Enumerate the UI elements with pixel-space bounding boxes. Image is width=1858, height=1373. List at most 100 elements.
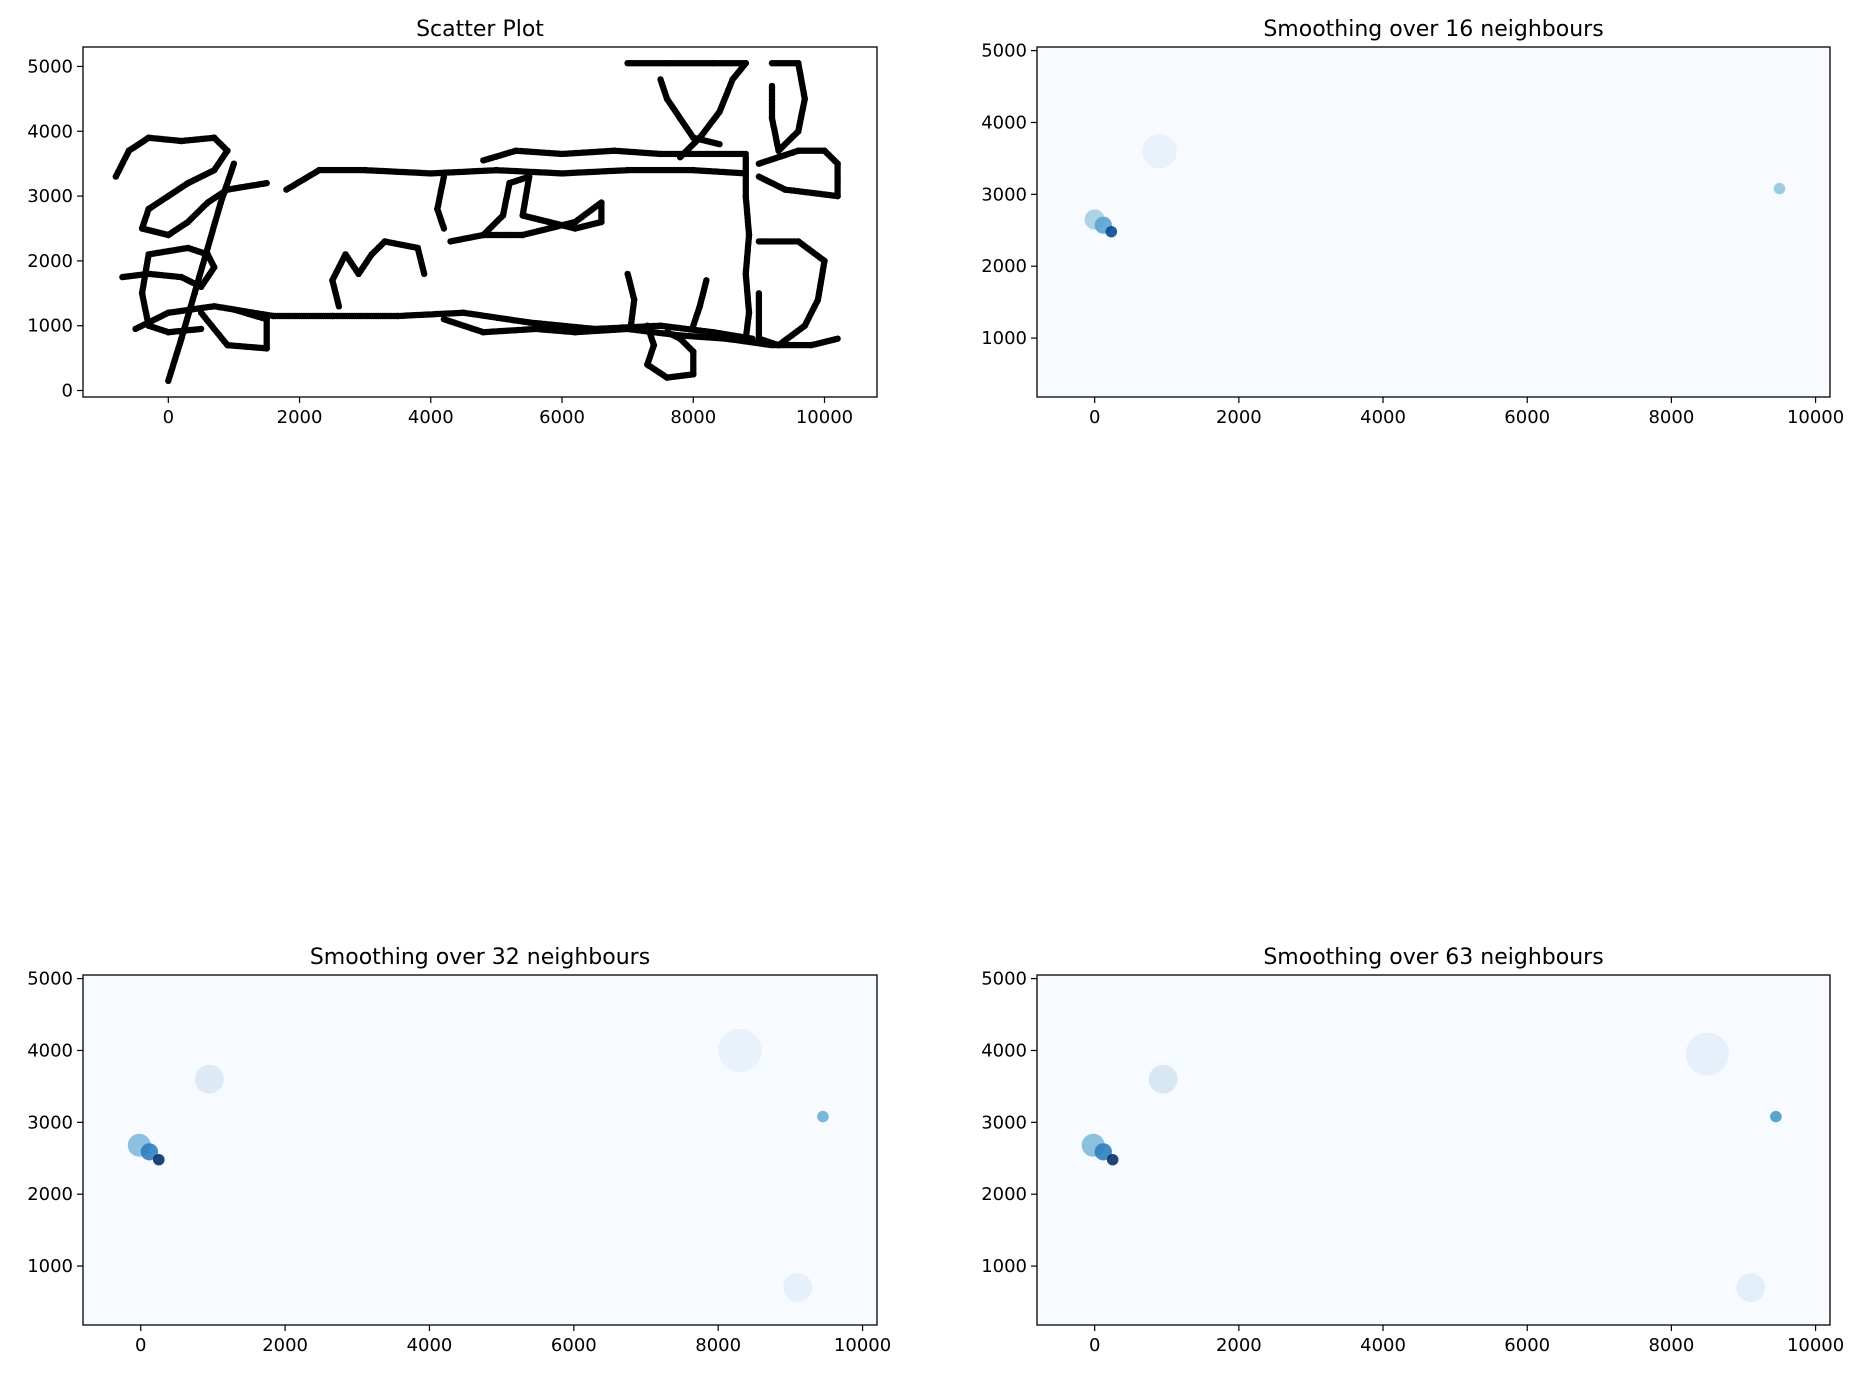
- y-tick-label: 1000: [981, 328, 1027, 349]
- x-tick-label: 2000: [262, 1335, 308, 1356]
- scatter-path-bottom-loop: [644, 322, 697, 381]
- scatter-path-center-box: [447, 173, 605, 245]
- heatmap-hotspot-7: [1736, 1273, 1766, 1302]
- x-tick-label: 10000: [796, 407, 853, 428]
- scatter-point: [421, 270, 428, 278]
- scatter-path-right-loop: [755, 147, 841, 200]
- scatter-path-mid-stub-2: [624, 270, 638, 329]
- y-tick-label: 5000: [981, 41, 1027, 62]
- axes-frame: [82, 974, 878, 1326]
- x-tick-label: 8000: [695, 1335, 741, 1356]
- scatter-point: [690, 322, 697, 329]
- scatter-path-right-stub: [690, 277, 710, 329]
- axes-frame: [1036, 46, 1831, 398]
- y-tick-label: 3000: [27, 1112, 73, 1133]
- plot-background: [1037, 47, 1830, 397]
- heatmap-hotspot-7: [783, 1273, 812, 1302]
- y-tick-label: 1000: [27, 316, 73, 337]
- y-tick-label: 4000: [27, 121, 73, 142]
- plot-background: [1037, 975, 1830, 1325]
- x-tick-label: 8000: [1648, 407, 1694, 428]
- scatter-path-diagonal: [165, 160, 238, 384]
- x-tick-label: 2000: [277, 407, 323, 428]
- scatter-point: [197, 325, 205, 333]
- x-tick-label: 2000: [1216, 1335, 1262, 1356]
- y-tick-label: 0: [62, 381, 73, 402]
- y-tick-label: 4000: [27, 1040, 73, 1061]
- x-tick-label: 4000: [408, 407, 454, 428]
- scatter-path-lower-corridor-2: [440, 316, 841, 349]
- x-tick-label: 2000: [1216, 407, 1262, 428]
- scatter-point: [663, 329, 671, 336]
- axes-frame: [82, 46, 878, 398]
- x-tick-label: 0: [163, 407, 174, 428]
- heatmap-hotspot-5: [1148, 1064, 1178, 1094]
- heatmap-hotspot-5: [194, 1064, 224, 1094]
- x-tick-label: 0: [1089, 407, 1100, 428]
- y-tick-label: 3000: [981, 184, 1027, 205]
- plot-content: [1081, 1032, 1782, 1302]
- x-tick-label: 6000: [551, 1335, 597, 1356]
- scatter-point: [768, 82, 776, 90]
- scatter-point: [230, 306, 238, 313]
- scatter-path-center-vertical-1: [434, 173, 448, 232]
- plot-background: [83, 975, 877, 1325]
- y-tick-label: 2000: [27, 251, 73, 272]
- plot-content: [1084, 134, 1786, 238]
- scatter-path-upper-loop: [480, 147, 749, 164]
- y-tick-label: 5000: [981, 969, 1027, 990]
- x-tick-label: 8000: [670, 407, 716, 428]
- heatmap-hotspot-3: [1105, 226, 1118, 238]
- y-tick-label: 4000: [981, 112, 1027, 133]
- y-tick-label: 3000: [981, 1112, 1027, 1133]
- scatter-path-top-right-2: [657, 76, 723, 148]
- scatter-point: [230, 160, 238, 167]
- subplot-title: Smoothing over 63 neighbours: [1263, 945, 1603, 970]
- axes-frame: [1036, 974, 1831, 1326]
- subplot-2: Smoothing over 16 neighbours 0 2000 4000 600…: [981, 17, 1844, 428]
- y-tick-label: 5000: [27, 56, 73, 77]
- x-tick-label: 8000: [1648, 1335, 1694, 1356]
- heatmap-hotspot-4: [1770, 1110, 1782, 1123]
- x-tick-label: 0: [1089, 1335, 1100, 1356]
- subplot-title: Smoothing over 16 neighbours: [1263, 17, 1603, 42]
- subplot-title: Smoothing over 32 neighbours: [310, 945, 650, 970]
- x-tick-label: 0: [135, 1335, 146, 1356]
- scatter-path-small-loop: [197, 306, 270, 352]
- plot-content: [112, 60, 841, 384]
- subplot-3: Smoothing over 32 neighbours 0 2000 4000 600…: [27, 945, 891, 1356]
- x-tick-label: 10000: [1787, 1335, 1844, 1356]
- scatter-path-mid-stubs: [329, 238, 428, 310]
- scatter-point: [440, 225, 448, 232]
- y-tick-label: 4000: [981, 1040, 1027, 1061]
- scatter-path-top-right-3: [768, 60, 808, 154]
- x-tick-label: 4000: [1360, 407, 1406, 428]
- y-tick-label: 1000: [27, 1256, 73, 1277]
- heatmap-hotspot-4: [1773, 182, 1786, 195]
- scatter-point: [742, 335, 749, 342]
- plot-content: [127, 1028, 829, 1302]
- x-tick-label: 4000: [1360, 1335, 1406, 1356]
- subplot-title: Scatter Plot: [416, 17, 544, 42]
- scatter-point: [755, 173, 763, 180]
- y-tick-label: 2000: [27, 1184, 73, 1205]
- scatter-point: [755, 290, 763, 297]
- scatter-point: [480, 231, 487, 239]
- y-tick-label: 2000: [981, 1184, 1027, 1205]
- y-tick-label: 5000: [27, 969, 73, 990]
- subplot-1: Scatter Plot 0 2000 4000 6000 8000 10000 0 1000 2…: [27, 17, 878, 428]
- y-tick-label: 2000: [981, 256, 1027, 277]
- heatmap-hotspot-5: [1142, 134, 1177, 169]
- heatmap-hotspot-2: [140, 1143, 159, 1161]
- scatter-point: [627, 322, 635, 329]
- scatter-point: [716, 141, 723, 148]
- heatmap-hotspot-2: [1094, 1143, 1113, 1161]
- y-tick-label: 3000: [27, 186, 73, 207]
- x-tick-label: 10000: [1787, 407, 1844, 428]
- scatter-point: [834, 335, 841, 342]
- scatter-path-right-inner: [755, 238, 828, 349]
- scatter-path-right-wall: [742, 154, 753, 342]
- heatmap-hotspot-6: [1685, 1032, 1729, 1076]
- scatter-point: [263, 179, 270, 187]
